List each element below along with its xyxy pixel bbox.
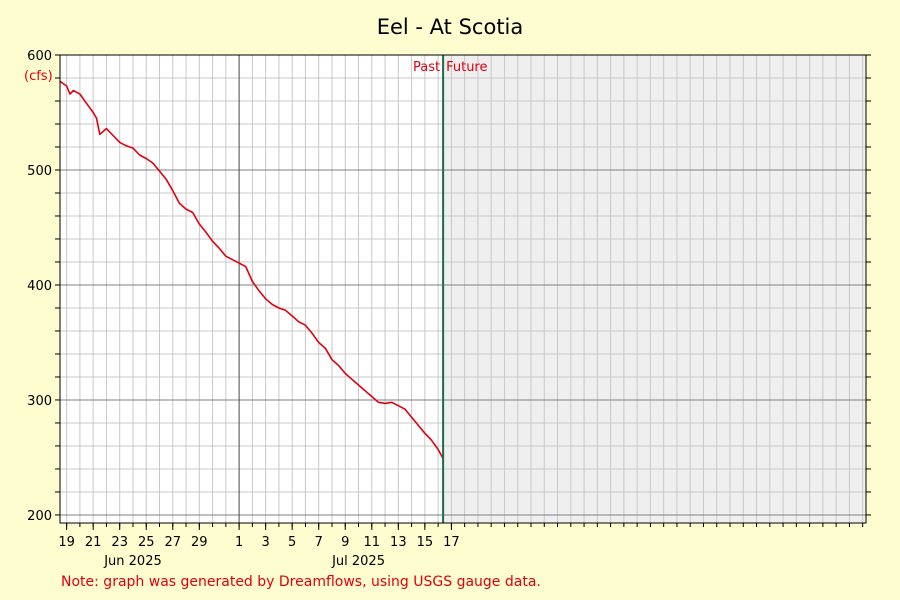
plot-frame bbox=[59, 54, 867, 524]
month-label: Jul 2025 bbox=[331, 554, 385, 569]
x-tick-label: 29 bbox=[191, 535, 208, 550]
x-tick-label: 3 bbox=[262, 535, 270, 550]
chart-title: Eel - At Scotia bbox=[377, 15, 524, 39]
x-tick-label: 1 bbox=[235, 535, 243, 550]
source-note: Note: graph was generated by Dreamflows,… bbox=[61, 574, 541, 590]
month-label: Jun 2025 bbox=[103, 554, 162, 569]
y-tick-label: 200 bbox=[27, 509, 52, 524]
x-tick-label: 25 bbox=[138, 535, 155, 550]
x-tick-label: 9 bbox=[341, 535, 349, 550]
y-tick-label: 600 bbox=[27, 49, 52, 64]
x-tick-label: 7 bbox=[315, 535, 323, 550]
flow-series-line bbox=[59, 80, 444, 459]
y-tick-label: 400 bbox=[27, 279, 52, 294]
future-region bbox=[443, 55, 866, 523]
x-tick-label: 13 bbox=[390, 535, 407, 550]
x-tick-label: 11 bbox=[364, 535, 381, 550]
y-axis-unit-label: (cfs) bbox=[24, 69, 53, 84]
x-tick-label: 19 bbox=[58, 535, 75, 550]
x-tick-label: 23 bbox=[111, 535, 128, 550]
x-tick-label: 21 bbox=[85, 535, 102, 550]
x-tick-label: 17 bbox=[443, 535, 460, 550]
x-tick-label: 15 bbox=[417, 535, 434, 550]
y-tick-label: 500 bbox=[27, 164, 52, 179]
future-label: Future bbox=[446, 60, 487, 75]
x-tick-label: 5 bbox=[288, 535, 296, 550]
y-tick-label: 300 bbox=[27, 394, 52, 409]
past-label: Past bbox=[413, 60, 440, 75]
x-tick-label: 27 bbox=[165, 535, 182, 550]
